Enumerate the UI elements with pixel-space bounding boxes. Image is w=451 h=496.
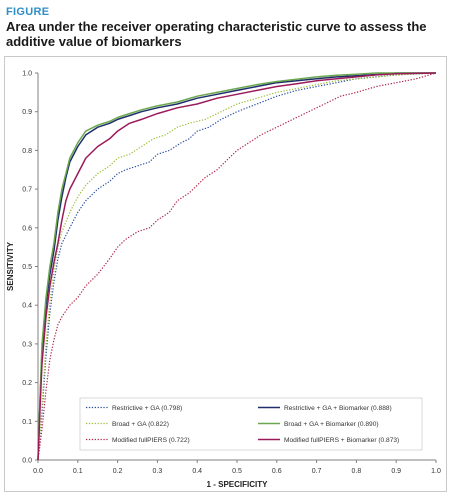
legend-label-1: Restrictive + GA (0.798) [112, 405, 182, 412]
x-tick-label: 0.4 [192, 468, 202, 475]
series-line-5 [37, 72, 436, 461]
x-tick-label: 0.1 [73, 468, 83, 475]
y-tick-label: 0.8 [22, 148, 32, 155]
figure-title: Area under the receiver operating charac… [6, 19, 427, 49]
y-tick-label: 0.3 [22, 341, 32, 348]
figure-tag: FIGURE [6, 6, 50, 18]
y-tick-label: 0.2 [22, 380, 32, 387]
x-tick-label: 0.5 [232, 468, 242, 475]
y-tick-label: 0.1 [22, 419, 32, 426]
x-axis-label: 1 - SPECIFICITY [207, 480, 269, 489]
x-tick-label: 0.2 [113, 468, 123, 475]
x-tick-label: 0.8 [352, 468, 362, 475]
legend-label-4: Restrictive + GA + Biomarker (0.888) [284, 405, 392, 412]
legend-label-6: Modified fullPIERS + Biomarker (0.873) [284, 437, 399, 444]
series-line-6 [37, 72, 437, 461]
y-tick-label: 0.9 [22, 109, 32, 116]
x-tick-label: 0.9 [391, 468, 401, 475]
y-tick-label: 1.0 [22, 71, 32, 78]
y-tick-label: 0.5 [22, 264, 32, 271]
x-tick-label: 0.7 [312, 468, 322, 475]
legend-label-2: Broad + GA (0.822) [112, 421, 169, 428]
y-tick-label: 0.7 [22, 187, 32, 194]
y-tick-label: 0.0 [22, 458, 32, 465]
series-line-1 [37, 72, 437, 461]
y-axis-label: SENSITIVITY [6, 241, 15, 291]
legend-label-3: Modified fullPIERS (0.722) [112, 437, 190, 444]
series-line-4 [37, 72, 436, 461]
x-tick-label: 0.3 [153, 468, 163, 475]
series-line-3 [37, 72, 437, 461]
legend-label-5: Broad + GA + Biomarker (0.890) [284, 421, 379, 428]
y-tick-label: 0.6 [22, 225, 32, 232]
x-tick-label: 0.6 [272, 468, 282, 475]
y-tick-label: 0.4 [22, 303, 32, 310]
x-tick-label: 1.0 [431, 468, 441, 475]
legend-box [79, 397, 423, 451]
x-tick-label: 0.0 [33, 468, 43, 475]
chart-frame [4, 56, 447, 492]
